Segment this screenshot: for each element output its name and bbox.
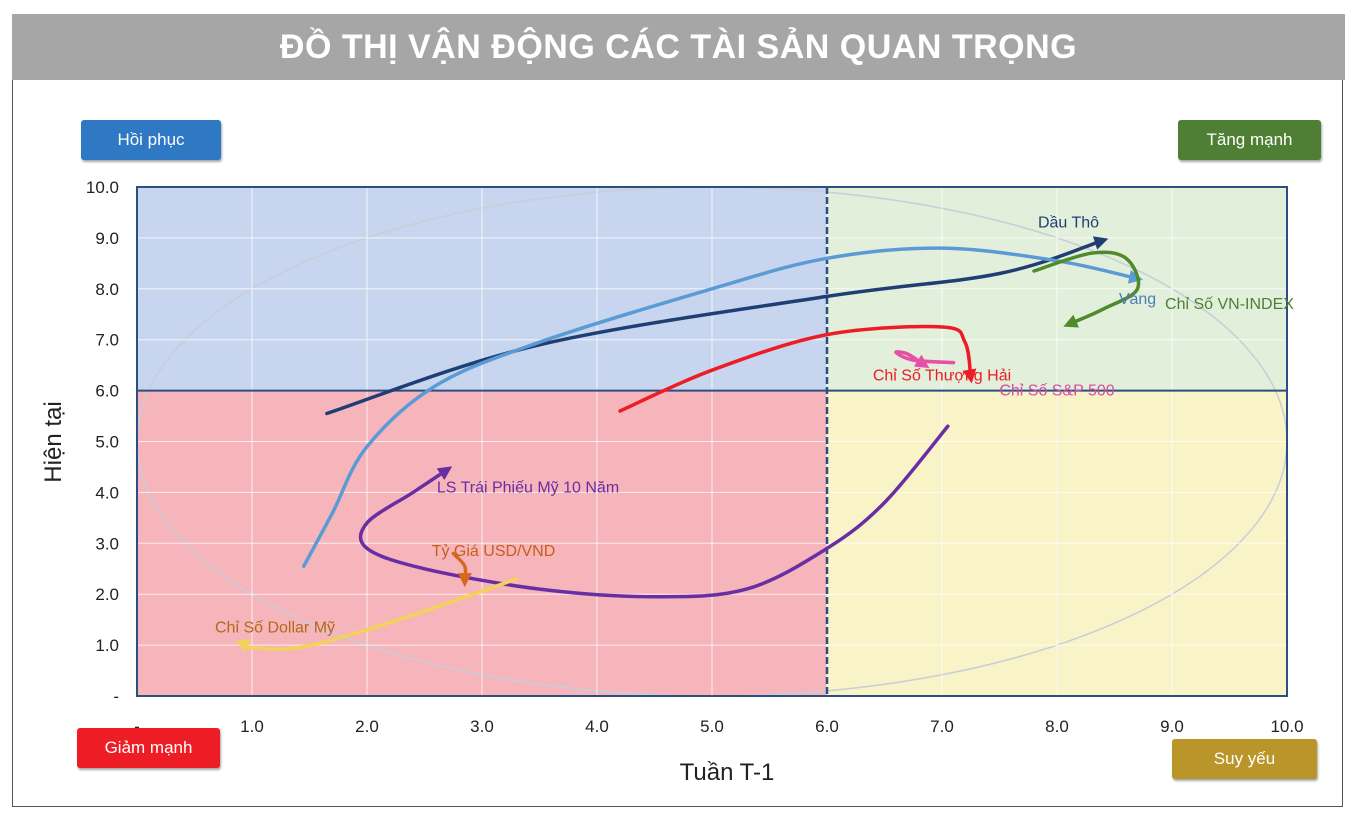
series-labels: Dầu Thô Vàng Chỉ Số VN-INDEX Chỉ Số Thượng … — [215, 215, 1294, 637]
y-tick-label: - — [113, 687, 119, 706]
x-tick-label: 5.0 — [700, 717, 724, 736]
series-label: Tỷ Giá USD/VND — [432, 543, 556, 560]
x-tick-label: 3.0 — [470, 717, 494, 736]
x-tick-label: 1.0 — [240, 717, 264, 736]
series-label: Vàng — [1119, 291, 1156, 308]
y-tick-label: 9.0 — [95, 229, 119, 248]
y-axis-label: Hiện tại — [40, 401, 67, 482]
y-tick-label: 8.0 — [95, 280, 119, 299]
series-line — [325, 236, 1109, 416]
series-line — [618, 324, 977, 413]
x-tick-label: 4.0 — [585, 717, 609, 736]
x-axis-label: Tuần T-1 — [680, 759, 775, 786]
series-label: Chỉ Số Thượng Hải — [873, 367, 1011, 384]
series-line — [1032, 250, 1141, 328]
quadrant-badge-strong-rise: Tăng mạnh — [1178, 120, 1321, 160]
plot-border — [136, 186, 1288, 697]
x-tick-label: 6.0 — [815, 717, 839, 736]
chart-frame: - 1.0 2.0 3.0 4.0 5.0 6.0 7.0 8.0 9.0 10.0 - 1.0 2.0 3… — [12, 80, 1343, 807]
gridlines — [136, 186, 1288, 697]
y-tick-label: 10.0 — [86, 178, 119, 197]
quadrant-badge-recovery: Hồi phục — [81, 120, 221, 160]
quadrant-chart: - 1.0 2.0 3.0 4.0 5.0 6.0 7.0 8.0 9.0 10.0 - 1.0 2.0 3… — [40, 178, 1304, 786]
x-tick-label: 7.0 — [930, 717, 954, 736]
quadrant-badge-strong-fall-label: Giảm mạnh — [104, 738, 193, 757]
y-tick-label: 4.0 — [95, 483, 119, 502]
quadrant-dividers — [137, 187, 1287, 696]
x-tick-label: 2.0 — [355, 717, 379, 736]
series-label: LS Trái Phiếu Mỹ 10 Năm — [437, 479, 619, 496]
x-tick-label: 8.0 — [1045, 717, 1069, 736]
x-tick-label: - — [134, 717, 140, 736]
quadrant-badge-strong-rise-label: Tăng mạnh — [1206, 130, 1293, 149]
quadrant-badge-weakening-label: Suy yếu — [1213, 749, 1276, 768]
y-tick-label: 5.0 — [95, 433, 119, 452]
tick-labels: - 1.0 2.0 3.0 4.0 5.0 6.0 7.0 8.0 9.0 10.0 - 1.0 2.0 3… — [86, 178, 1304, 736]
series-line — [894, 350, 956, 369]
quadrant-badge-strong-fall: Giảm mạnh — [77, 728, 220, 768]
series-line — [302, 246, 1143, 568]
y-tick-label: 7.0 — [95, 331, 119, 350]
series-lines — [235, 236, 1143, 653]
series-line — [235, 577, 519, 653]
chart-title: ĐỒ THỊ VẬN ĐỘNG CÁC TÀI SẢN QUAN TRỌNG — [12, 14, 1345, 80]
series-label: Chỉ Số Dollar Mỹ — [215, 619, 335, 636]
x-tick-label: 10.0 — [1270, 717, 1303, 736]
y-tick-label: 1.0 — [95, 636, 119, 655]
y-tick-label: 3.0 — [95, 534, 119, 553]
y-tick-label: 6.0 — [95, 382, 119, 401]
series-line — [451, 551, 472, 588]
x-tick-label: 9.0 — [1160, 717, 1184, 736]
y-tick-label: 2.0 — [95, 585, 119, 604]
series-line — [358, 424, 950, 599]
quadrant-badge-weakening: Suy yếu — [1172, 739, 1317, 779]
series-label: Dầu Thô — [1038, 215, 1099, 232]
series-label: Chỉ Số S&P 500 — [999, 383, 1114, 400]
series-label: Chỉ Số VN-INDEX — [1165, 296, 1294, 313]
quadrant-badge-recovery-label: Hồi phục — [117, 130, 185, 149]
